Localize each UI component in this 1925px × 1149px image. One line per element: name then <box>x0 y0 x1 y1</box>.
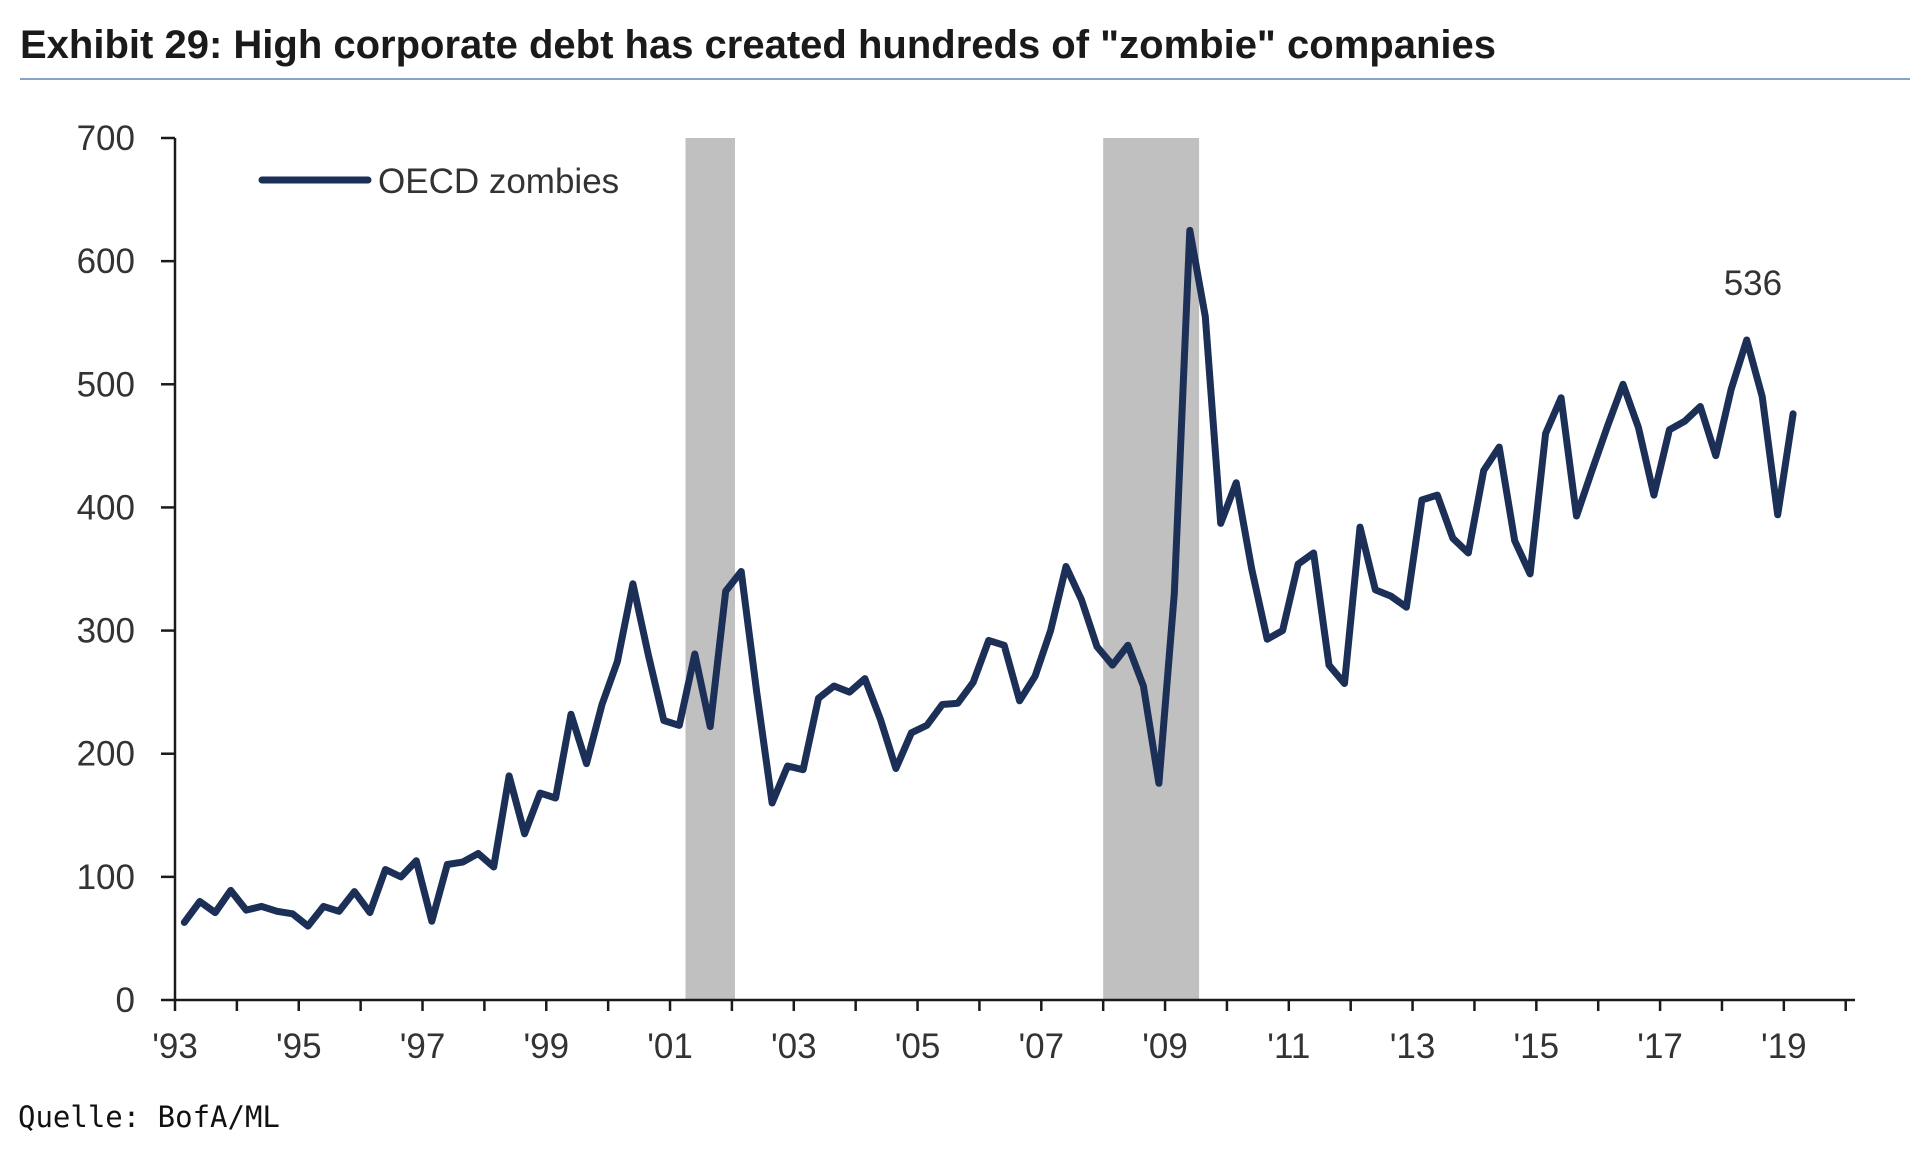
x-tick-label: '19 <box>1761 1027 1807 1066</box>
x-tick-label: '07 <box>1018 1027 1064 1066</box>
x-tick-label: '05 <box>895 1027 941 1066</box>
legend-label: OECD zombies <box>378 162 619 201</box>
x-tick-label: '13 <box>1390 1027 1436 1066</box>
y-tick-label: 600 <box>77 242 135 281</box>
x-tick-label: '15 <box>1514 1027 1560 1066</box>
x-tick-label: '03 <box>771 1027 817 1066</box>
axes <box>173 138 1855 1002</box>
recession-band <box>1103 138 1200 1000</box>
x-axis-ticks: '93 '95 '97 '99 '01 '03 '05 '07 '09 '11 '13 '15 '17 '… <box>152 1000 1847 1066</box>
x-tick-label: '93 <box>152 1027 198 1066</box>
x-tick-label: '11 <box>1267 1027 1310 1066</box>
source-note: Quelle: BofA/ML <box>18 1100 280 1134</box>
x-tick-label: '97 <box>400 1027 446 1066</box>
recession-band <box>685 138 735 1000</box>
x-tick-label: '95 <box>276 1027 322 1066</box>
x-tick-label: '17 <box>1637 1027 1683 1066</box>
y-tick-label: 400 <box>77 488 135 527</box>
annotations: 536 <box>1724 264 1782 303</box>
series-line-oecd-zombies <box>180 226 1797 930</box>
y-tick-label: 700 <box>77 119 135 158</box>
legend: OECD zombies <box>258 162 619 201</box>
y-tick-label: 300 <box>77 612 135 651</box>
y-axis-ticks: 0 100 200 300 400 500 600 700 <box>77 119 175 1020</box>
peak-annotation: 536 <box>1724 264 1782 303</box>
y-tick-label: 0 <box>116 981 135 1020</box>
x-tick-label: '01 <box>647 1027 693 1066</box>
y-tick-label: 100 <box>77 858 135 897</box>
x-tick-label: '99 <box>523 1027 569 1066</box>
y-tick-label: 200 <box>77 735 135 774</box>
recession-bands <box>685 138 1200 1000</box>
chart-title: Exhibit 29: High corporate debt has crea… <box>20 23 1496 67</box>
y-tick-label: 500 <box>77 365 135 404</box>
x-tick-label: '09 <box>1142 1027 1188 1066</box>
series-layer <box>180 226 1797 930</box>
